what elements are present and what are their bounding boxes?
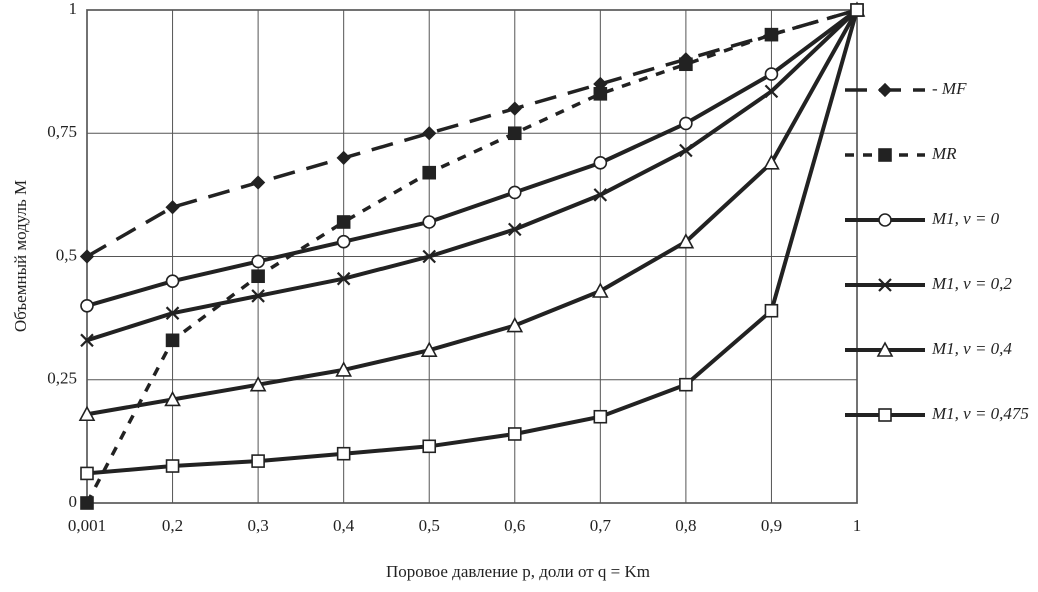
x-tick-label: 0,4 bbox=[333, 516, 355, 535]
marker bbox=[876, 341, 894, 357]
legend-label: M1, ν = 0,4 bbox=[931, 339, 1012, 358]
marker bbox=[336, 150, 351, 166]
y-tick-label: 1 bbox=[69, 0, 78, 18]
marker bbox=[422, 126, 437, 141]
marker bbox=[679, 143, 693, 158]
y-tick-label: 0,5 bbox=[56, 245, 77, 264]
series-line bbox=[86, 9, 859, 417]
marker bbox=[422, 249, 436, 264]
x-axis-label: Поровое давление p, доли от q = Km bbox=[386, 562, 650, 581]
marker bbox=[80, 466, 94, 481]
marker bbox=[764, 67, 779, 81]
x-tick-label: 0,7 bbox=[590, 516, 612, 535]
marker bbox=[679, 57, 693, 72]
y-tick-label: 0 bbox=[69, 492, 78, 511]
marker bbox=[251, 454, 265, 468]
series-line bbox=[86, 8, 858, 259]
marker bbox=[878, 408, 892, 422]
legend-label: MR bbox=[931, 144, 957, 163]
marker bbox=[764, 27, 779, 42]
marker bbox=[679, 377, 693, 392]
marker bbox=[165, 200, 180, 215]
marker bbox=[165, 306, 180, 320]
marker bbox=[591, 282, 609, 298]
legend-label: M1, ν = 0,475 bbox=[931, 404, 1029, 423]
marker bbox=[336, 446, 351, 461]
legend-label: - MF bbox=[932, 79, 967, 98]
x-tick-label: 0,6 bbox=[504, 516, 525, 535]
marker bbox=[679, 116, 693, 131]
marker bbox=[878, 148, 892, 162]
y-tick-label: 0,75 bbox=[47, 122, 77, 141]
marker bbox=[335, 361, 353, 377]
legend-label: M1, ν = 0,2 bbox=[931, 274, 1012, 293]
marker bbox=[422, 439, 437, 454]
marker bbox=[422, 215, 437, 229]
marker bbox=[165, 333, 180, 348]
marker bbox=[593, 188, 608, 202]
marker bbox=[422, 165, 437, 180]
marker bbox=[336, 215, 351, 229]
x-tick-label: 1 bbox=[853, 516, 862, 535]
x-tick-label: 0,8 bbox=[675, 516, 696, 535]
marker bbox=[764, 84, 779, 99]
marker bbox=[878, 213, 892, 227]
marker bbox=[677, 233, 695, 249]
marker bbox=[251, 254, 265, 269]
x-tick-label: 0,9 bbox=[761, 516, 782, 535]
marker bbox=[336, 234, 351, 249]
marker bbox=[80, 496, 94, 510]
marker bbox=[507, 427, 522, 441]
marker bbox=[593, 87, 608, 101]
y-axis-label: Объемный модуль M bbox=[11, 180, 30, 332]
marker bbox=[251, 269, 265, 284]
y-tick-label: 0,25 bbox=[47, 369, 77, 388]
legend-label: M1, ν = 0 bbox=[931, 209, 1000, 228]
marker bbox=[506, 316, 524, 333]
marker bbox=[507, 101, 522, 116]
x-tick-label: 0,3 bbox=[247, 516, 268, 535]
marker bbox=[80, 333, 94, 348]
x-tick-label: 0,2 bbox=[162, 516, 183, 535]
marker bbox=[420, 341, 438, 357]
marker bbox=[850, 3, 864, 17]
marker bbox=[80, 298, 94, 313]
marker bbox=[165, 274, 180, 288]
marker bbox=[164, 390, 181, 407]
marker bbox=[508, 222, 522, 237]
x-tick-label: 0,5 bbox=[419, 516, 440, 535]
series-line bbox=[86, 8, 859, 343]
marker bbox=[764, 303, 779, 318]
marker bbox=[250, 175, 266, 190]
marker bbox=[79, 249, 95, 264]
marker bbox=[249, 375, 267, 392]
marker bbox=[78, 405, 96, 422]
series-line bbox=[85, 8, 858, 504]
marker bbox=[877, 82, 893, 98]
marker bbox=[593, 156, 608, 170]
marker bbox=[336, 271, 351, 286]
marker bbox=[878, 278, 892, 292]
series-line bbox=[86, 8, 859, 308]
series-line bbox=[86, 9, 859, 476]
marker bbox=[763, 154, 780, 170]
marker bbox=[507, 126, 522, 141]
marker bbox=[507, 185, 522, 200]
x-tick-label: 0,001 bbox=[68, 516, 106, 535]
marker bbox=[251, 289, 265, 303]
marker bbox=[165, 459, 180, 473]
marker bbox=[593, 409, 608, 424]
